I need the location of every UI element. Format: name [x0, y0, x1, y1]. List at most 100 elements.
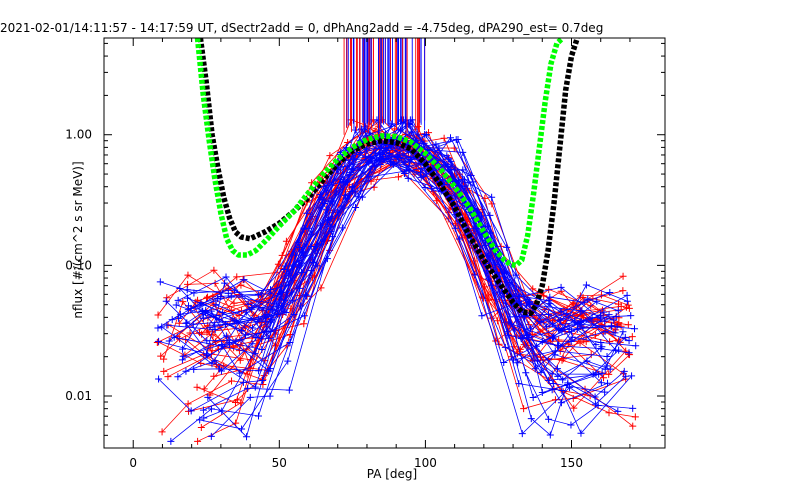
blue-plus-marker [573, 325, 581, 333]
blue-plus-marker [179, 345, 187, 353]
blue-plus-marker [554, 342, 562, 350]
blue-plus-marker [172, 301, 180, 309]
blue-plus-marker [435, 144, 443, 152]
red-plus-marker [628, 333, 636, 341]
y-tick-label: 0.01 [65, 389, 92, 403]
blue-plus-marker [343, 194, 351, 202]
blue-plus-marker [545, 415, 553, 423]
blue-plus-marker [598, 369, 606, 377]
blue-plus-marker [623, 291, 631, 299]
blue-plus-marker [584, 295, 592, 303]
blue-plus-marker [559, 376, 567, 384]
blue-plus-marker [244, 300, 252, 308]
blue-plus-marker [289, 261, 297, 269]
blue-plus-marker [311, 247, 319, 255]
blue-plus-marker [601, 328, 609, 336]
blue-plus-marker [596, 311, 604, 319]
blue-plus-marker [515, 380, 523, 388]
blue-plus-marker [378, 153, 386, 161]
red-plus-marker [516, 345, 524, 353]
blue-plus-marker [218, 341, 226, 349]
blue-plus-marker [447, 134, 455, 142]
blue-plus-marker [361, 125, 369, 133]
blue-plus-marker [367, 165, 375, 173]
blue-plus-marker [322, 187, 330, 195]
blue-plus-marker [458, 176, 466, 184]
blue-plus-marker [421, 130, 429, 138]
blue-plus-marker [284, 357, 292, 365]
y-tick-label: 1.00 [65, 128, 92, 142]
red-plus-marker [529, 285, 537, 293]
blue-plus-marker [623, 297, 631, 305]
blue-plus-marker [622, 372, 630, 380]
red-plus-marker [510, 343, 518, 351]
blue-plus-marker [187, 304, 195, 312]
blue-plus-marker [546, 431, 554, 439]
blue-plus-marker [407, 154, 415, 162]
blue-plus-marker [620, 367, 628, 375]
blue-plus-marker [597, 338, 605, 346]
red-plus-marker [160, 355, 168, 363]
red-plus-marker [163, 294, 171, 302]
red-plus-marker [154, 311, 162, 319]
blue-plus-marker [377, 149, 385, 157]
blue-plus-marker [357, 187, 365, 195]
axes: 0 50 100 150 0.01 0.10 1.00 [65, 38, 665, 470]
plot-frame [103, 37, 666, 449]
red-plus-marker [625, 304, 633, 312]
blue-plus-marker [592, 369, 600, 377]
blue-plus-marker [417, 173, 425, 181]
blue-plus-marker [307, 267, 315, 275]
blue-plus-marker [558, 387, 566, 395]
blue-plus-marker [580, 298, 588, 306]
red-plus-marker [210, 372, 218, 380]
blue-plus-marker [237, 327, 245, 335]
blue-plus-marker [282, 309, 290, 317]
y-axis-label: nflux [#/(cm^2 s sr MeV)] [71, 161, 85, 318]
blue-plus-marker [458, 182, 466, 190]
red-plus-marker [317, 284, 325, 292]
blue-plus-marker [200, 414, 208, 422]
blue-plus-marker [352, 204, 360, 212]
blue-plus-marker [174, 373, 182, 381]
blue-plus-marker [545, 297, 553, 305]
blue-plus-marker [222, 320, 230, 328]
red-plus-marker [481, 283, 489, 291]
blue-plus-marker [211, 357, 219, 365]
blue-plus-marker [477, 212, 485, 220]
blue-plus-marker [632, 342, 640, 350]
blue-plus-marker [527, 415, 535, 423]
blue-plus-marker [254, 412, 262, 420]
blue-plus-marker [316, 222, 324, 230]
blue-plus-marker [286, 338, 294, 346]
chart-title: 2021-02-01/14:11:57 - 14:17:59 UT, dSect… [0, 21, 603, 35]
red-plus-marker [153, 338, 161, 346]
red-plus-marker [231, 398, 239, 406]
red-plus-marker [605, 370, 613, 378]
blue-plus-marker [452, 136, 460, 144]
blue-plus-marker [522, 369, 530, 377]
red-plus-marker [160, 367, 168, 375]
red-plus-marker [440, 134, 448, 142]
blue-plus-marker [212, 301, 220, 309]
blue-plus-marker [239, 378, 247, 386]
blue-plus-marker [232, 337, 240, 345]
blue-plus-marker [298, 268, 306, 276]
blue-plus-marker [222, 273, 230, 281]
x-axis-label: PA [deg] [367, 467, 417, 481]
blue-plus-marker [510, 326, 518, 334]
blue-plus-marker [576, 307, 584, 315]
blue-plus-marker [550, 333, 558, 341]
blue-plus-marker [248, 305, 256, 313]
blue-plus-marker [203, 352, 211, 360]
red-plus-marker [300, 320, 308, 328]
blue-plus-marker [255, 367, 263, 375]
blue-plus-marker [197, 299, 205, 307]
x-tick-label: 100 [414, 456, 437, 470]
blue-plus-marker [204, 393, 212, 401]
blue-plus-marker [207, 432, 215, 440]
blue-plus-marker [614, 407, 622, 415]
blue-plus-marker [351, 189, 359, 197]
blue-plus-marker [167, 437, 175, 445]
blue-plus-marker [593, 297, 601, 305]
